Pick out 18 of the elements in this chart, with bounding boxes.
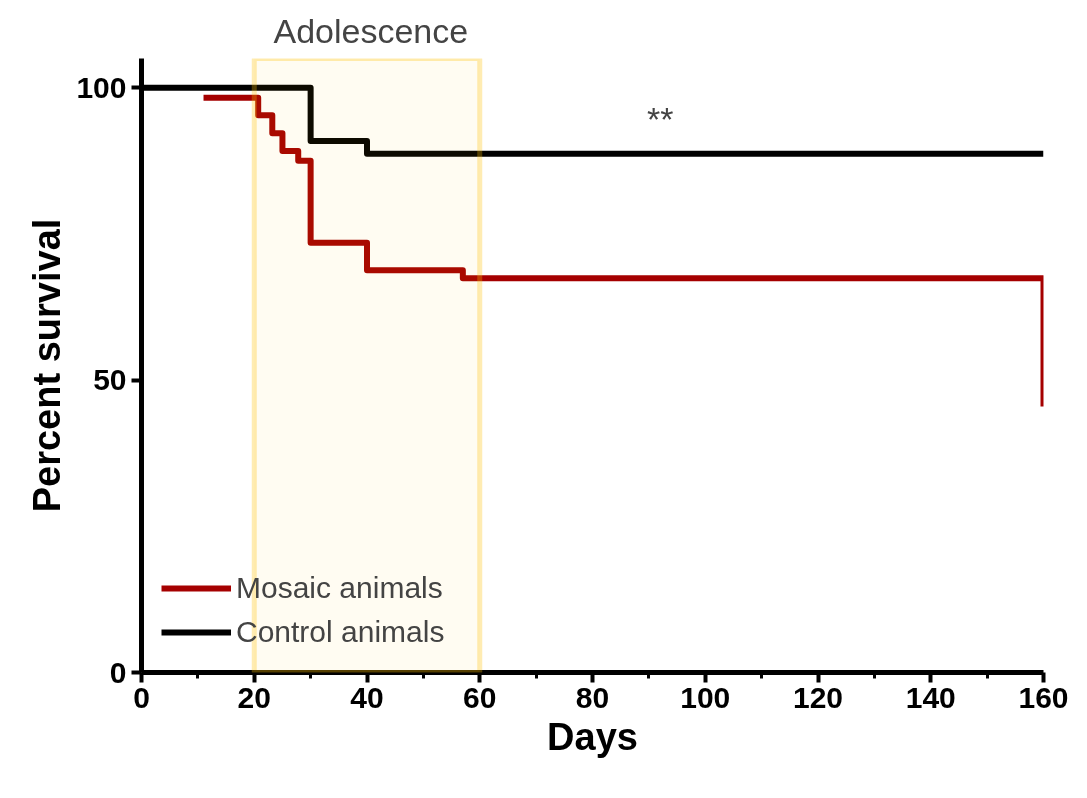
legend-label: Mosaic animals [236,570,443,606]
annotation: ** [646,99,674,138]
x-tick-label: 160 [1018,680,1069,714]
x-axis-title: Days [547,715,638,758]
x-tick-label: 40 [350,680,384,714]
y-tick-label: 50 [93,363,127,397]
x-tick-label: 80 [575,680,610,714]
band-label: Adolescence [273,11,469,50]
x-tick-label: 120 [792,680,844,714]
x-tick-label: 0 [133,680,150,714]
x-tick-label: 20 [237,680,271,714]
x-tick-label: 100 [680,680,731,714]
y-tick-label: 0 [109,655,127,689]
y-tick-label: 100 [76,70,127,104]
legend-label: Control animals [236,614,445,650]
x-tick-label: 140 [905,680,956,714]
y-axis-title: Percent survival [26,218,69,513]
x-tick-label: 60 [463,680,497,714]
